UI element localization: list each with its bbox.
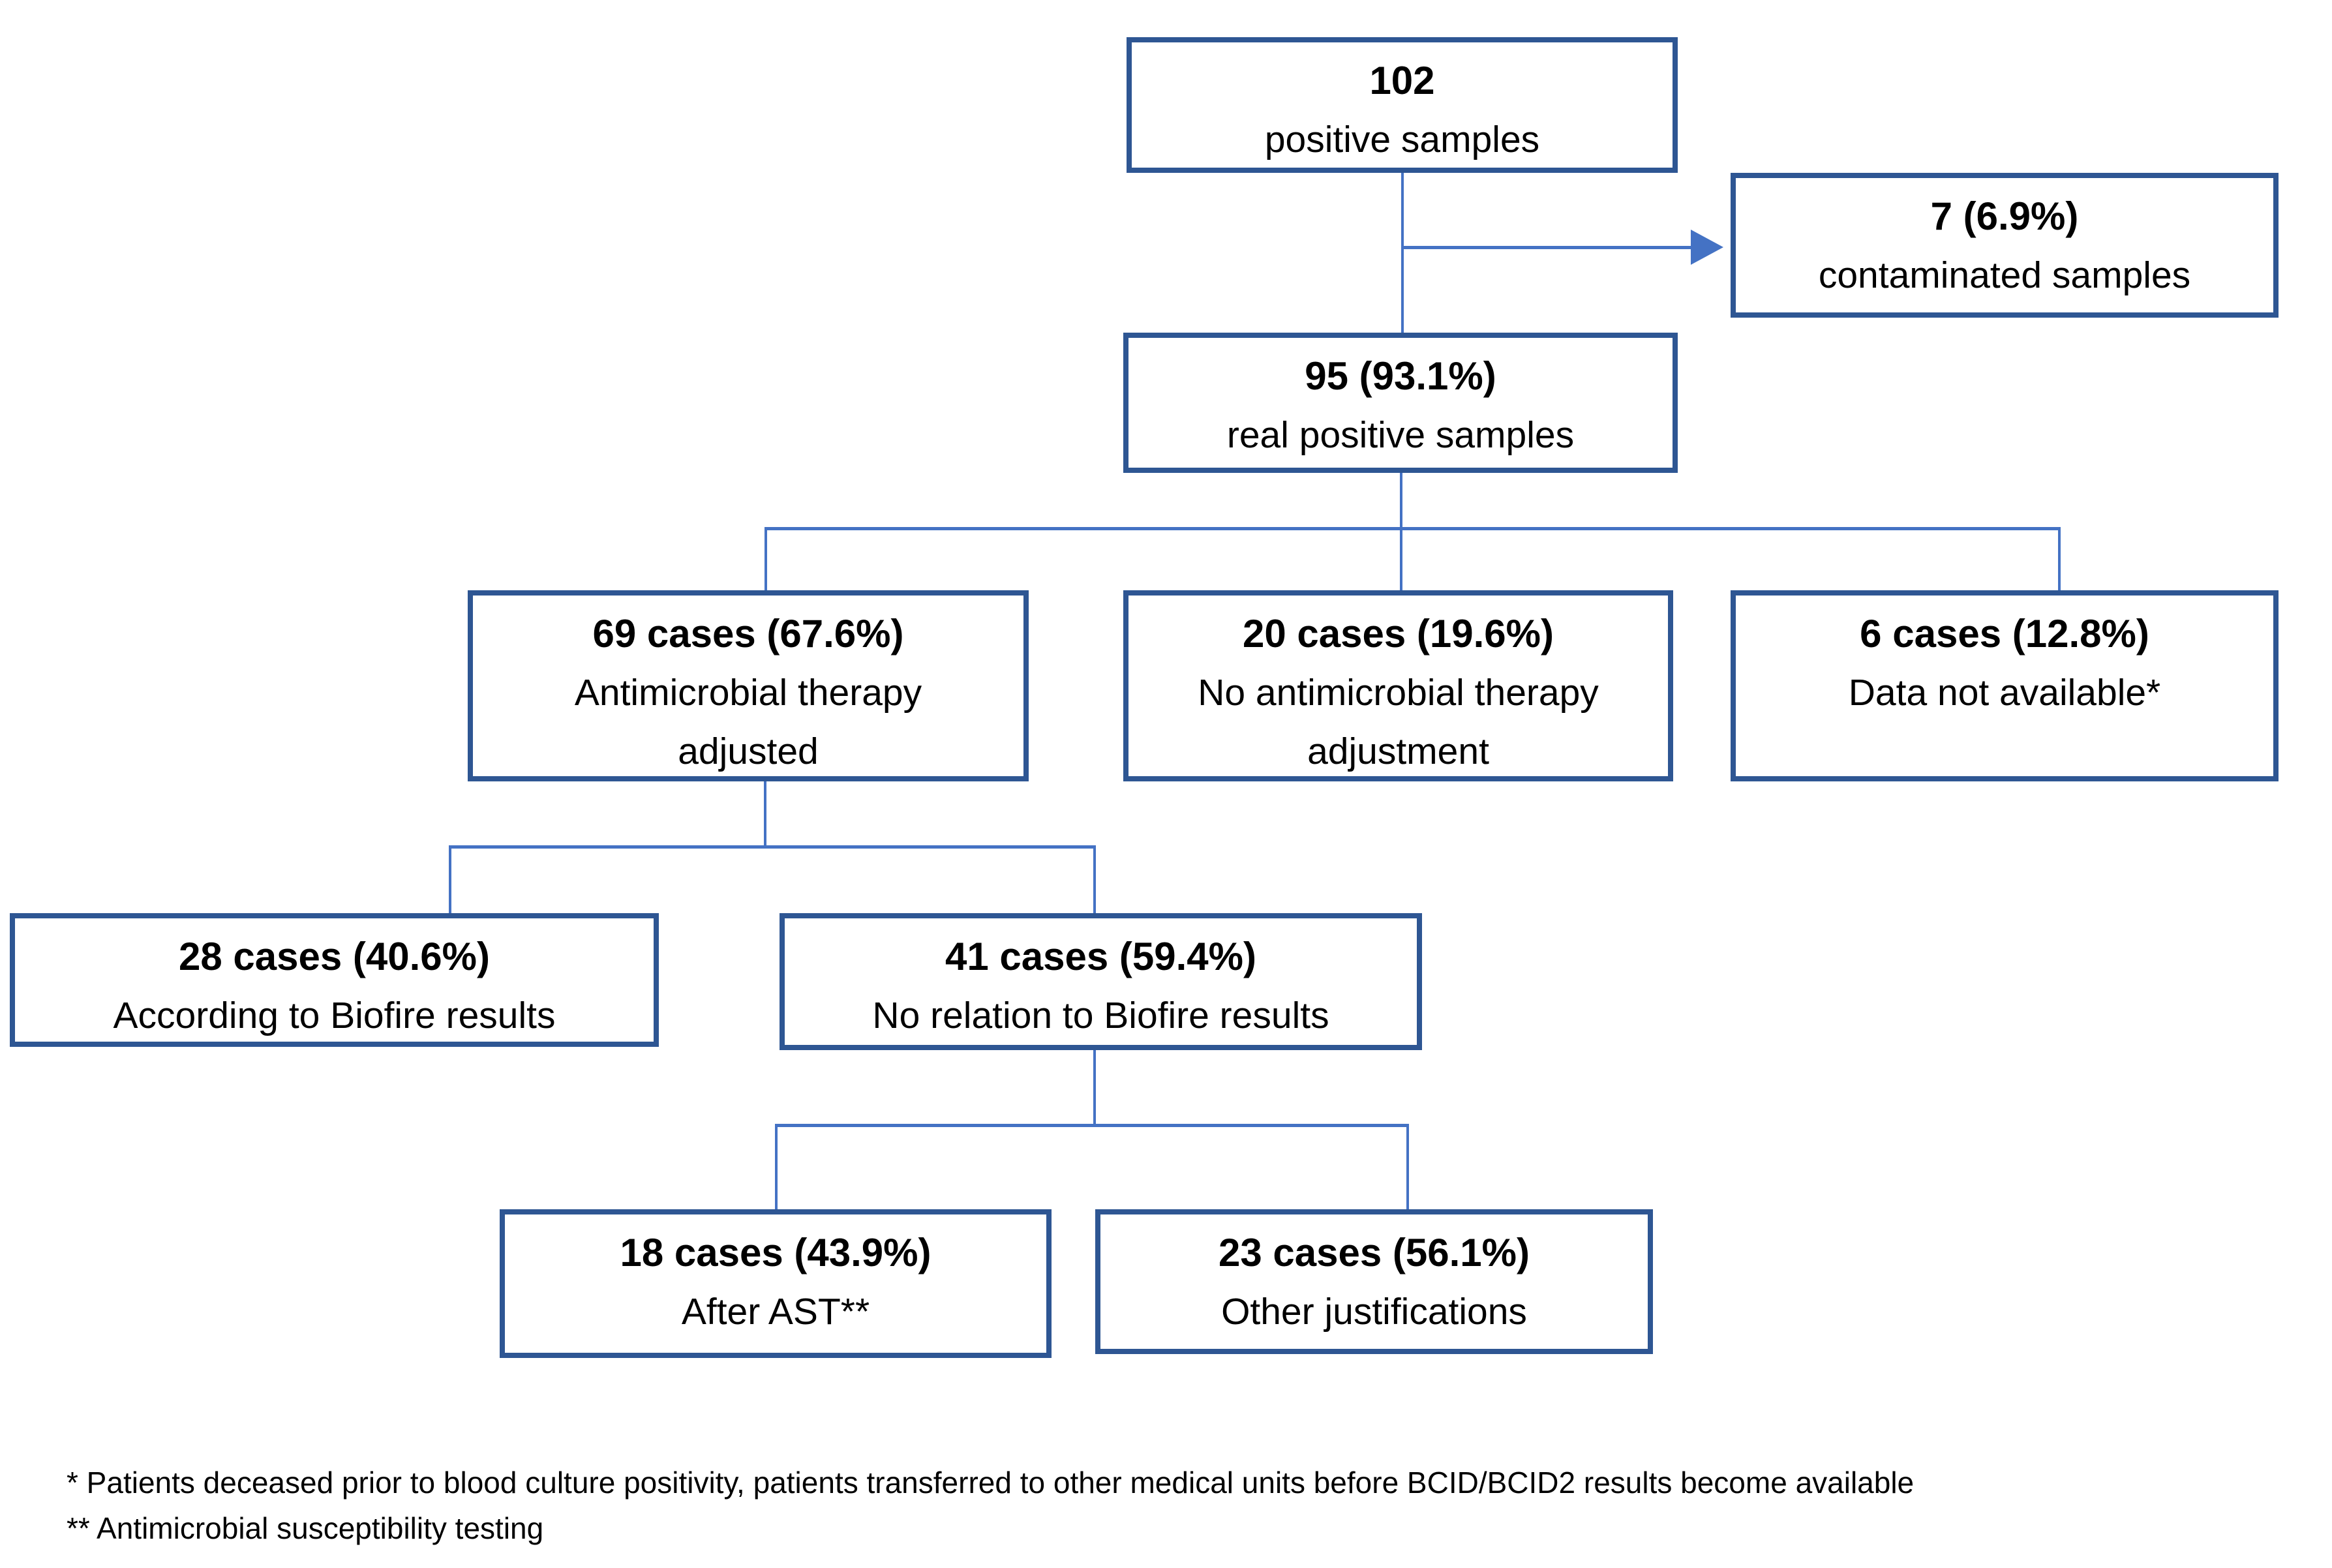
box-line: real positive samples	[1226, 414, 1575, 456]
connector-arrow-line	[1402, 246, 1695, 249]
arrow-head-icon	[1691, 230, 1723, 265]
connector-level4-bar	[449, 845, 1096, 849]
box-no-therapy-adjustment: 20 cases (19.6%) No antimicrobial therap…	[1123, 590, 1673, 781]
box-contaminated-samples: 7 (6.9%) contaminated samples	[1731, 173, 2279, 318]
box-after-ast: 18 cases (43.9%) After AST**	[500, 1209, 1052, 1358]
box-line: No antimicrobial therapy	[1198, 672, 1599, 714]
box-line: After AST**	[681, 1291, 870, 1333]
box-title: 28 cases (40.6%)	[178, 935, 490, 978]
connector-drop-28	[449, 845, 451, 914]
box-line: contaminated samples	[1818, 254, 2191, 296]
box-line: No relation to Biofire results	[872, 995, 1329, 1036]
footnote-asterisk: * Patients deceased prior to blood cultu…	[67, 1466, 1915, 1500]
connector-drop-6	[2058, 527, 2061, 592]
box-title: 69 cases (67.6%)	[592, 612, 904, 656]
box-line: adjusted	[678, 731, 819, 772]
connector-drop-69	[765, 527, 767, 592]
box-real-positive-samples: 95 (93.1%) real positive samples	[1123, 333, 1678, 473]
connector-69-riser	[764, 781, 766, 848]
box-no-relation-biofire: 41 cases (59.4%) No relation to Biofire …	[780, 913, 1422, 1050]
box-title: 20 cases (19.6%)	[1242, 612, 1554, 656]
box-title: 102	[1369, 59, 1435, 102]
box-title: 23 cases (56.1%)	[1218, 1231, 1530, 1274]
connector-41-riser	[1093, 1049, 1096, 1127]
box-title: 95 (93.1%)	[1305, 354, 1496, 398]
connector-drop-18	[775, 1124, 778, 1211]
box-title: 41 cases (59.4%)	[945, 935, 1256, 978]
connector-102-to-95	[1401, 172, 1404, 333]
box-data-not-available: 6 cases (12.8%) Data not available*	[1731, 590, 2279, 781]
connector-drop-23	[1406, 1124, 1409, 1211]
box-according-to-biofire: 28 cases (40.6%) According to Biofire re…	[10, 913, 659, 1047]
box-therapy-adjusted: 69 cases (67.6%) Antimicrobial therapy a…	[468, 590, 1029, 781]
box-title: 18 cases (43.9%)	[620, 1231, 931, 1274]
box-line: Data not available*	[1848, 672, 2161, 714]
box-line: According to Biofire results	[113, 995, 556, 1036]
connector-drop-41	[1093, 845, 1096, 914]
box-title: 6 cases (12.8%)	[1860, 612, 2149, 656]
box-line: adjustment	[1307, 731, 1489, 772]
footnote-double-asterisk: ** Antimicrobial susceptibility testing	[67, 1511, 544, 1545]
connector-level3-bar	[765, 527, 2061, 530]
box-positive-samples: 102 positive samples	[1127, 37, 1678, 173]
box-title: 7 (6.9%)	[1930, 194, 2079, 238]
connector-95-riser	[1400, 473, 1402, 592]
connector-level5-bar	[775, 1124, 1409, 1127]
box-line: Other justifications	[1221, 1291, 1527, 1333]
box-other-justifications: 23 cases (56.1%) Other justifications	[1095, 1209, 1653, 1354]
box-line: positive samples	[1264, 119, 1540, 160]
box-line: Antimicrobial therapy	[574, 672, 922, 714]
